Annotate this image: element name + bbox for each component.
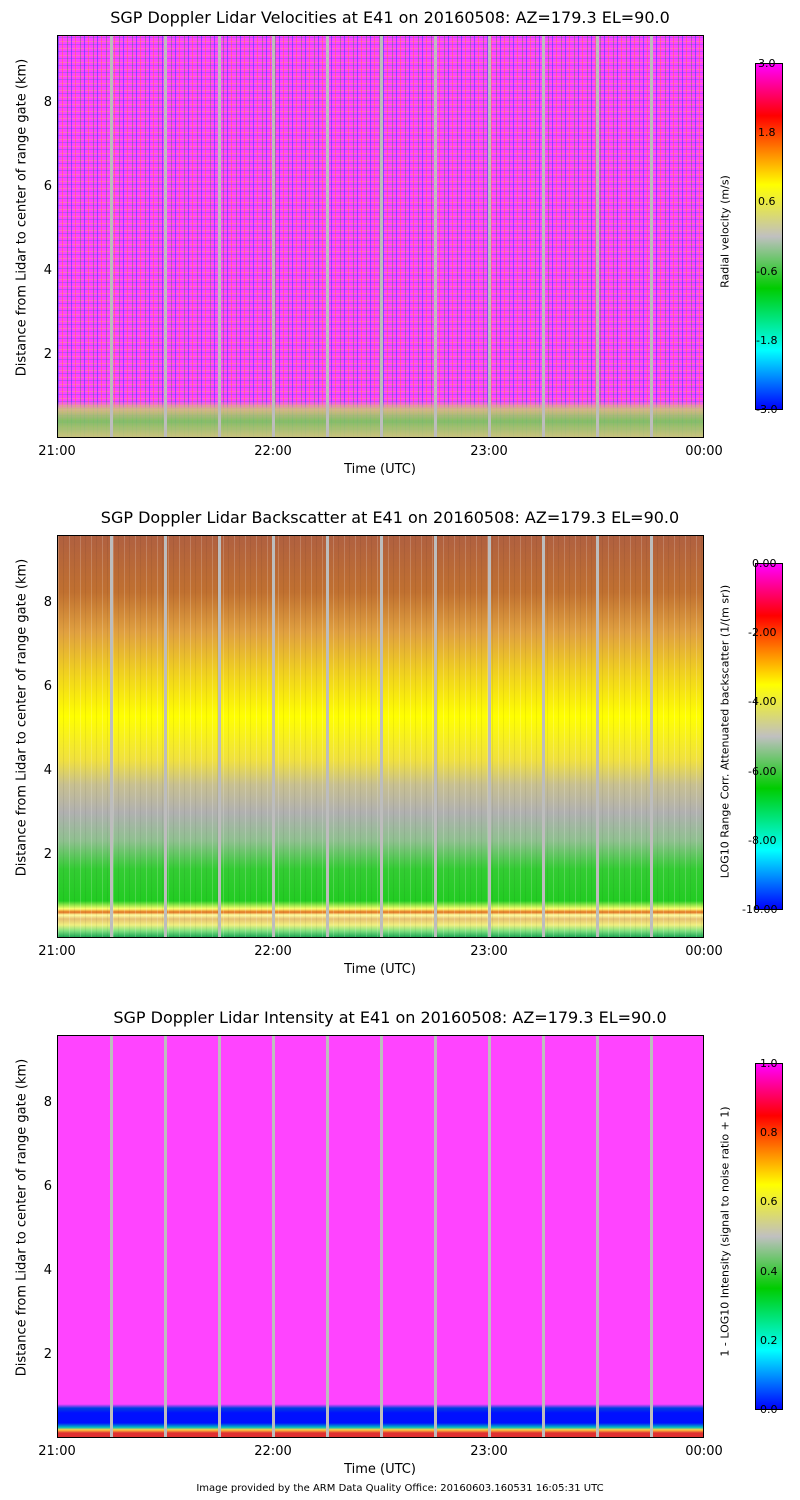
colorbar-tick-label: -2.00 [748,626,777,639]
data-gap-stripe [272,536,275,937]
y-tick-label: 2 [43,1347,52,1362]
data-gap-stripe [164,536,167,937]
data-gap-stripe [218,536,221,937]
velocity-colorbar [755,63,783,410]
data-gap-stripe [650,536,653,937]
colorbar-label: 1 - LOG10 Intensity (signal to noise rat… [718,1106,732,1357]
data-gap-stripe [380,536,383,937]
data-gap-stripe [488,536,491,937]
y-tick-label: 2 [43,347,52,362]
data-gap-stripe [596,1036,599,1437]
backscatter-colorbar [755,563,783,910]
colorbar-tick-label: 0.6 [760,1195,778,1208]
x-tick-label: 00:00 [685,944,723,959]
data-gap-stripe [110,36,113,437]
x-tick-label: 22:00 [254,944,292,959]
colorbar-tick-label: -10.00 [742,903,778,916]
intensity-plot-area [57,1035,704,1438]
x-tick-label: 23:00 [470,444,508,459]
x-axis-label: Time (UTC) [344,1462,416,1477]
x-axis-label: Time (UTC) [344,962,416,977]
y-tick-label: 2 [43,847,52,862]
colorbar-tick-label: 3.0 [758,57,776,70]
y-axis-label: Distance from Lidar to center of range g… [14,58,30,377]
colorbar-tick-label: 0.00 [752,557,777,570]
colorbar-tick-label: -4.00 [748,695,777,708]
y-tick-label: 8 [43,95,52,110]
data-gap-stripe [218,36,221,437]
velocity-panel: SGP Doppler Lidar Velocities at E41 on 2… [0,0,800,500]
data-gap-stripe [380,36,383,437]
footer-credit: Image provided by the ARM Data Quality O… [196,1483,604,1494]
y-tick-label: 8 [43,1095,52,1110]
data-gap-stripe [542,1036,545,1437]
x-tick-label: 21:00 [38,444,76,459]
colorbar-tick-label: 0.4 [760,1265,778,1278]
x-tick-label: 21:00 [38,1444,76,1459]
data-gap-stripe [164,1036,167,1437]
data-gap-stripe [542,36,545,437]
data-gap-stripe [164,36,167,437]
backscatter-panel: SGP Doppler Lidar Backscatter at E41 on … [0,500,800,1000]
intensity-panel: SGP Doppler Lidar Intensity at E41 on 20… [0,1000,800,1500]
colorbar-tick-label: -0.6 [756,265,778,278]
data-gap-stripe [596,536,599,937]
x-tick-label: 23:00 [470,944,508,959]
data-gap-stripe [488,36,491,437]
x-tick-label: 22:00 [254,444,292,459]
colorbar-tick-label: 0.8 [760,1126,778,1139]
chart-title: SGP Doppler Lidar Backscatter at E41 on … [100,508,680,527]
data-gap-stripe [218,1036,221,1437]
chart-title: SGP Doppler Lidar Velocities at E41 on 2… [110,8,670,27]
y-tick-label: 4 [43,763,52,778]
data-gap-stripe [542,536,545,937]
data-gap-stripe [488,1036,491,1437]
data-gap-stripe [110,1036,113,1437]
data-gap-stripe [596,36,599,437]
x-axis-label: Time (UTC) [344,462,416,477]
chart-title: SGP Doppler Lidar Intensity at E41 on 20… [113,1008,667,1027]
colorbar-tick-label: 0.0 [760,1403,778,1416]
backscatter-plot-area [57,535,704,938]
y-tick-label: 4 [43,1263,52,1278]
data-gap-stripe [110,536,113,937]
y-axis-label: Distance from Lidar to center of range g… [14,1058,30,1377]
colorbar-tick-label: -1.8 [756,334,778,347]
x-tick-label: 23:00 [470,1444,508,1459]
velocity-plot-area [57,35,704,438]
colorbar-tick-label: -6.00 [748,765,777,778]
data-gap-stripe [326,1036,329,1437]
data-gap-stripe [434,536,437,937]
y-tick-label: 6 [43,179,52,194]
data-gap-stripe [272,36,275,437]
colorbar-tick-label: 1.8 [758,126,776,139]
colorbar-tick-label: -3.0 [756,403,778,416]
colorbar-label: Radial velocity (m/s) [718,175,732,288]
y-tick-label: 8 [43,595,52,610]
data-gap-stripe [380,1036,383,1437]
data-gap-stripe [434,36,437,437]
y-axis-label: Distance from Lidar to center of range g… [14,558,30,877]
y-tick-label: 6 [43,1179,52,1194]
colorbar-tick-label: 0.6 [758,195,776,208]
data-gap-stripe [650,36,653,437]
x-tick-label: 21:00 [38,944,76,959]
x-tick-label: 00:00 [685,444,723,459]
data-gap-stripe [650,1036,653,1437]
colorbar-tick-label: 1.0 [760,1057,778,1070]
x-tick-label: 22:00 [254,1444,292,1459]
colorbar-tick-label: 0.2 [760,1334,778,1347]
data-gap-stripe [326,536,329,937]
data-gap-stripe [326,36,329,437]
colorbar-label: LOG10 Range Corr. Attenuated backscatter… [718,584,732,879]
y-tick-label: 6 [43,679,52,694]
y-tick-label: 4 [43,263,52,278]
data-gap-stripe [434,1036,437,1437]
intensity-colorbar [755,1063,783,1410]
colorbar-tick-label: -8.00 [748,834,777,847]
x-tick-label: 00:00 [685,1444,723,1459]
data-gap-stripe [272,1036,275,1437]
